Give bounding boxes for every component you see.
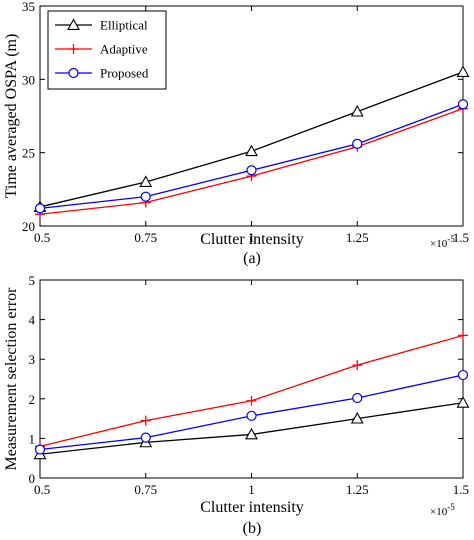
chart-b-x-axis-label: Clutter intensity	[200, 499, 304, 516]
legend-marker-adaptive	[68, 44, 79, 54]
chart-b-x-exponent: ×10-5	[430, 502, 455, 518]
chart-b-point-elliptical	[245, 427, 258, 440]
chart-b-y-tick-label: 3	[29, 352, 36, 367]
legend-marker-elliptical	[67, 18, 80, 30]
chart-b-y-tick-label: 0	[29, 471, 36, 486]
chart-b-y-tick-label: 1	[29, 431, 36, 446]
chart-a-x-exponent: ×10-5	[430, 234, 455, 250]
chart-b-caption: (b)	[243, 520, 262, 537]
chart-a-point-elliptical	[456, 65, 470, 77]
chart-b-y-axis-label: Measurement selection error	[3, 287, 20, 471]
chart-b-y-tick-label: 5	[29, 273, 36, 288]
chart-b-point-adaptive	[246, 395, 257, 406]
chart-b-point-adaptive	[458, 330, 468, 341]
chart-b-point-proposed	[34, 444, 46, 455]
chart-a-x-tick-label: 1	[248, 230, 255, 245]
chart-a-y-tick-label: 30	[22, 72, 35, 87]
chart-a-y-tick-label: 25	[22, 146, 35, 161]
chart-a-legend: Elliptical Adaptive Proposed	[47, 10, 167, 90]
chart-b-point-proposed	[246, 410, 257, 421]
chart-a-y-tick-label: 20	[22, 219, 35, 234]
chart-a-point-elliptical	[139, 175, 153, 187]
chart-a-y-tick-label: 35	[22, 0, 35, 14]
chart-b-x-tick-label: 1.5	[453, 482, 469, 497]
chart-a-x-tick-label: 0.5	[34, 230, 50, 245]
chart-a-x-tick-label: 1.25	[346, 230, 369, 245]
chart-a-point-proposed	[457, 99, 469, 110]
chart-b-plot-area	[39, 279, 464, 479]
chart-b-y-tick-label: 2	[29, 392, 36, 407]
chart-a-x-axis-label: Clutter intensity	[200, 231, 304, 248]
chart-b-x-tick-label: 1	[248, 482, 255, 497]
chart-a-x-tick-label: 1.5	[453, 230, 469, 245]
chart-b-y-tick-label: 4	[29, 313, 36, 328]
chart-b-point-elliptical	[350, 411, 364, 424]
chart-b-point-proposed	[140, 432, 151, 443]
chart-b-point-proposed	[352, 392, 363, 404]
legend-label-adaptive: Adaptive	[100, 42, 148, 57]
legend-label-proposed: Proposed	[100, 66, 149, 81]
chart-a-point-proposed	[246, 165, 257, 176]
chart-b-x-tick-label: 1.25	[346, 482, 369, 497]
chart-b-point-adaptive	[140, 415, 151, 426]
legend-box	[47, 10, 167, 90]
chart-a-point-elliptical	[245, 144, 258, 157]
chart-a-point-proposed	[352, 138, 363, 149]
chart-a: 20 25 30 35 0.5 0.75 1 1.25 1.5 Time averaged O…	[3, 0, 470, 267]
legend-marker-proposed	[68, 67, 79, 79]
chart-a-point-elliptical	[350, 104, 364, 117]
chart-b-point-adaptive	[352, 360, 363, 371]
chart-a-point-proposed	[140, 191, 151, 202]
chart-a-point-proposed	[34, 203, 46, 214]
chart-b-x-tick-label: 0.75	[134, 482, 157, 497]
legend-label-elliptical: Elliptical	[100, 18, 148, 33]
chart-a-y-axis-label: Time averaged OSPA (m)	[3, 34, 20, 199]
chart-b-point-proposed	[457, 369, 469, 381]
chart-b-x-tick-label: 0.5	[34, 482, 50, 497]
chart-b: 0 1 2 3 4 5 0.5 0.75 1 1.25 1.5 Measurement selec…	[3, 273, 470, 537]
chart-a-x-tick-label: 0.75	[134, 230, 157, 245]
chart-b-point-elliptical	[456, 396, 470, 408]
chart-a-caption: (a)	[243, 250, 261, 267]
